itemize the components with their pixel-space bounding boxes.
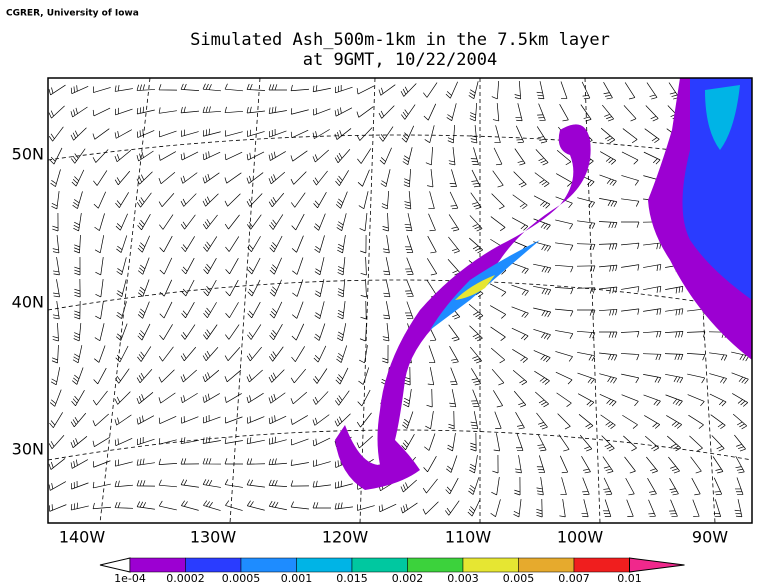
colorbar-label: 0.0005 <box>222 572 261 585</box>
title-line: Simulated Ash_500m-1km in the 7.5km laye… <box>190 30 610 50</box>
map-area <box>48 78 752 523</box>
colorbar-swatch <box>129 557 186 573</box>
colorbar-swatch <box>407 557 464 573</box>
map-frame <box>47 77 753 524</box>
colorbar-label: 0.001 <box>281 572 313 585</box>
credit: CGRER, University of Iowa <box>6 9 139 19</box>
colorbar-swatch <box>296 557 353 573</box>
colorbar-under <box>99 557 131 573</box>
colorbar-swatch <box>462 557 519 573</box>
ash-region-peak <box>705 85 740 150</box>
lat-label: 50N <box>12 145 44 164</box>
lon-label: 140W <box>59 528 106 547</box>
colorbar-label: 0.002 <box>392 572 424 585</box>
colorbar-label: 0.007 <box>558 572 590 585</box>
title-line: at 9GMT, 10/22/2004 <box>303 50 497 70</box>
colorbar-swatch <box>518 557 575 573</box>
colorbar-swatch <box>351 557 408 573</box>
colorbar-swatch <box>240 557 297 573</box>
lat-label: 30N <box>12 440 44 459</box>
colorbar-label: 0.015 <box>336 572 368 585</box>
lon-label: 130W <box>190 528 237 547</box>
colorbar-label: 0.0002 <box>166 572 205 585</box>
colorbar-label: 0.005 <box>503 572 535 585</box>
colorbar: 1e-04 0.0002 0.0005 0.001 0.015 0.002 0.003 0.0… <box>99 557 685 585</box>
colorbar-label: 0.01 <box>617 572 642 585</box>
lon-label: 100W <box>557 528 604 547</box>
ash-region-core <box>682 78 752 300</box>
lat-label: 40N <box>12 293 44 312</box>
ash-plume <box>335 124 591 490</box>
colorbar-swatch <box>185 557 242 573</box>
colorbar-label: 0.003 <box>447 572 479 585</box>
colorbar-swatch <box>573 557 630 573</box>
graticule <box>48 78 752 523</box>
lon-label: 90W <box>692 528 728 547</box>
colorbar-over <box>629 557 685 573</box>
colorbar-label: 1e-04 <box>114 572 146 585</box>
lon-label: 120W <box>322 528 369 547</box>
lon-label: 110W <box>445 528 492 547</box>
ash-plume-peak <box>455 275 495 300</box>
